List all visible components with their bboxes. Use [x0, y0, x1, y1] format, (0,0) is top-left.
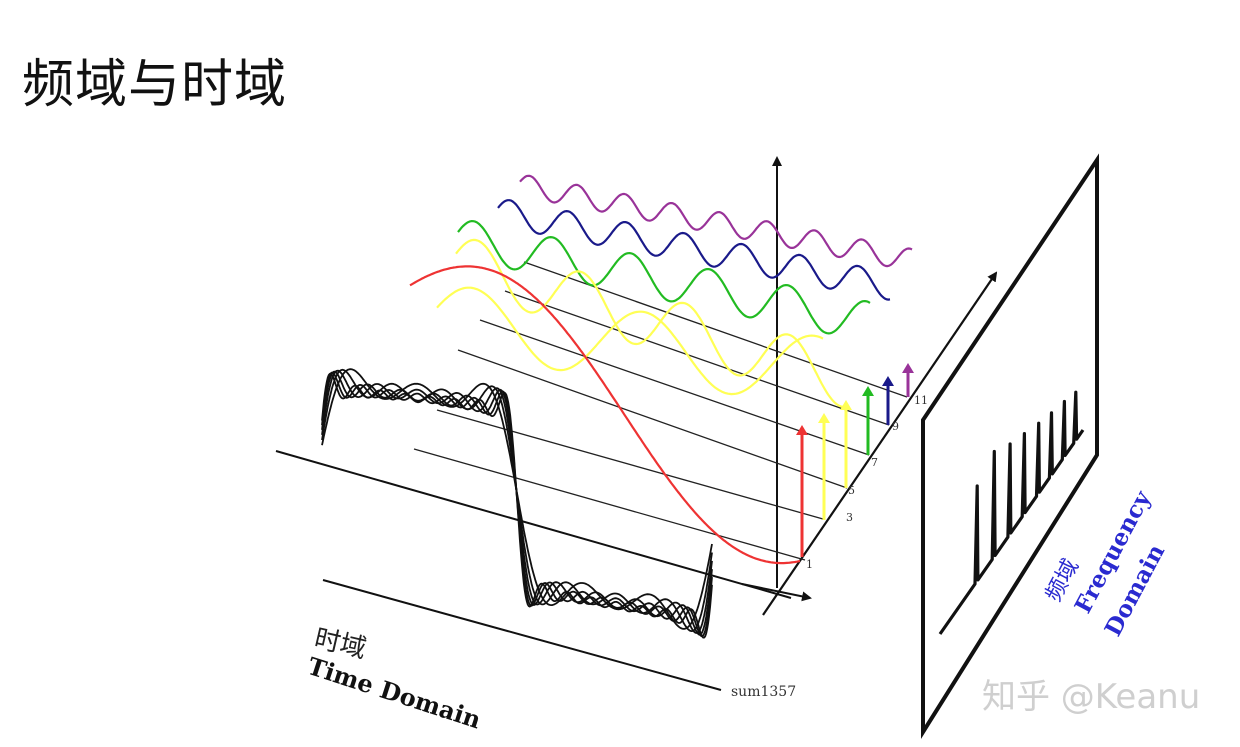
spectrum-arrow-1: [796, 425, 808, 557]
page-title: 频域与时域: [22, 55, 288, 115]
time-domain-label-en: Time Domain: [304, 651, 484, 734]
harmonic-waves: [409, 174, 913, 565]
wave-harmonic-7: [457, 220, 871, 335]
spectrum-arrow-11: [902, 363, 914, 397]
harmonic-label-11: 11: [914, 394, 928, 407]
harmonic-label-3: 3: [846, 511, 853, 524]
harmonic-label-7: 7: [871, 456, 878, 469]
harmonic-label-5: 5: [848, 484, 855, 497]
spectrum-arrow-7: [862, 386, 874, 455]
harmonic-label-1: 1: [806, 558, 813, 571]
bottom-sum-label: sum1357: [731, 684, 796, 700]
wave-harmonic-9: [497, 199, 891, 301]
square-wave-sum-6: [321, 372, 713, 639]
time-baseline-front: [322, 579, 722, 691]
watermark: 知乎 @Keanu: [982, 677, 1200, 717]
frequency-axis: [762, 271, 998, 616]
wave-harmonic-5: [455, 238, 847, 408]
wave-harmonic-11: [519, 174, 913, 268]
spectrum-arrow-5: [840, 400, 852, 488]
spectrum-trace: [938, 390, 1085, 635]
spectrum-arrow-9: [882, 376, 894, 425]
x-axis-arrow: [741, 583, 812, 602]
wave-harmonic-1: [409, 265, 801, 565]
harmonic-numbers: 1 3 5 7 9 11: [806, 394, 928, 571]
wave-harmonic-3: [436, 286, 824, 396]
harmonic-label-9: 9: [892, 420, 899, 433]
spectrum-arrow-3: [818, 413, 830, 520]
square-wave-approximation: [321, 368, 713, 639]
spectrum-arrows: [796, 363, 914, 557]
time-baseline-back: [275, 450, 792, 599]
